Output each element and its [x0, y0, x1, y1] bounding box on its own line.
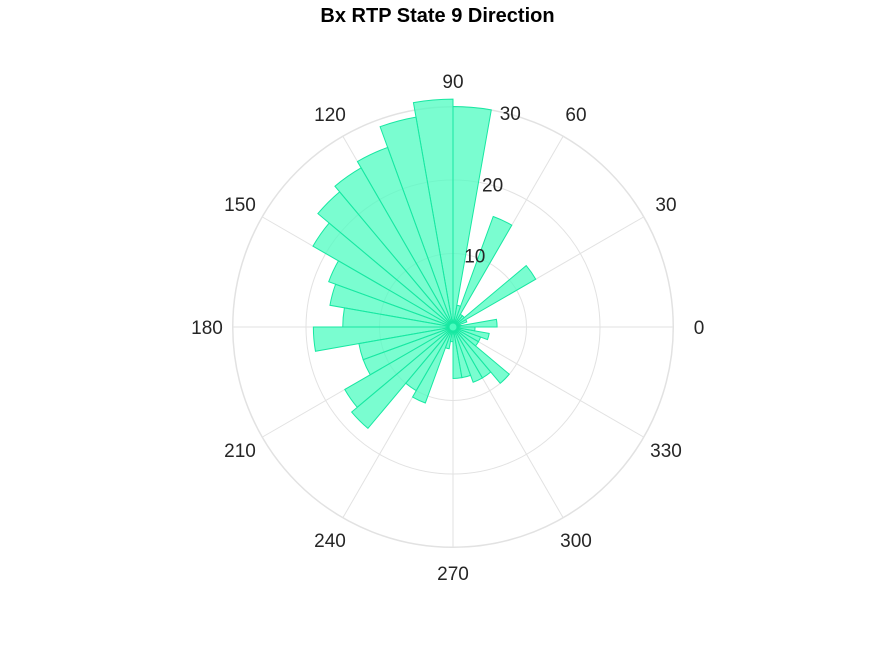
theta-tick-label-90: 90 — [442, 72, 463, 93]
theta-tick-label-300: 300 — [560, 531, 592, 552]
center-marker — [448, 322, 458, 332]
r-tick-label-20: 20 — [482, 175, 503, 196]
bar-310-320 — [452, 326, 511, 385]
bar-350-360 — [452, 326, 476, 332]
bar-60-70 — [452, 215, 513, 328]
bar-130-140 — [317, 191, 454, 328]
r-tick-label-30: 30 — [500, 104, 521, 125]
theta-tick-label-180: 180 — [191, 318, 223, 339]
bar-340-350 — [452, 326, 490, 341]
theta-tick-label-270: 270 — [437, 564, 469, 585]
bar-150-160 — [328, 260, 454, 328]
theta-tick-label-210: 210 — [224, 441, 256, 462]
bar-110-120 — [356, 146, 454, 328]
bar-140-150 — [312, 222, 454, 328]
grid-spoke-330 — [452, 326, 644, 438]
bar-250-260 — [444, 326, 454, 350]
bar-240-250 — [411, 326, 454, 404]
bar-30-40 — [452, 264, 537, 328]
theta-tick-label-330: 330 — [650, 441, 682, 462]
theta-tick-label-30: 30 — [655, 195, 676, 216]
theta-tick-label-150: 150 — [224, 195, 256, 216]
theta-tick-label-60: 60 — [565, 105, 586, 126]
bar-160-170 — [329, 283, 454, 328]
theta-tick-label-0: 0 — [694, 318, 705, 339]
bar-0-10 — [452, 318, 498, 328]
bar-220-230 — [350, 326, 454, 430]
theta-tick-label-120: 120 — [314, 105, 346, 126]
histogram-bars — [312, 98, 537, 430]
bar-120-130 — [334, 167, 454, 328]
axis-labels: 0 30 60 90 120 150 180 210 240 270 300 330 10 20 30 — [191, 72, 704, 585]
bar-100-110 — [379, 116, 454, 328]
r-tick-label-10: 10 — [464, 247, 485, 268]
chart-title: Bx RTP State 9 Direction — [320, 5, 555, 27]
theta-tick-label-240: 240 — [314, 531, 346, 552]
